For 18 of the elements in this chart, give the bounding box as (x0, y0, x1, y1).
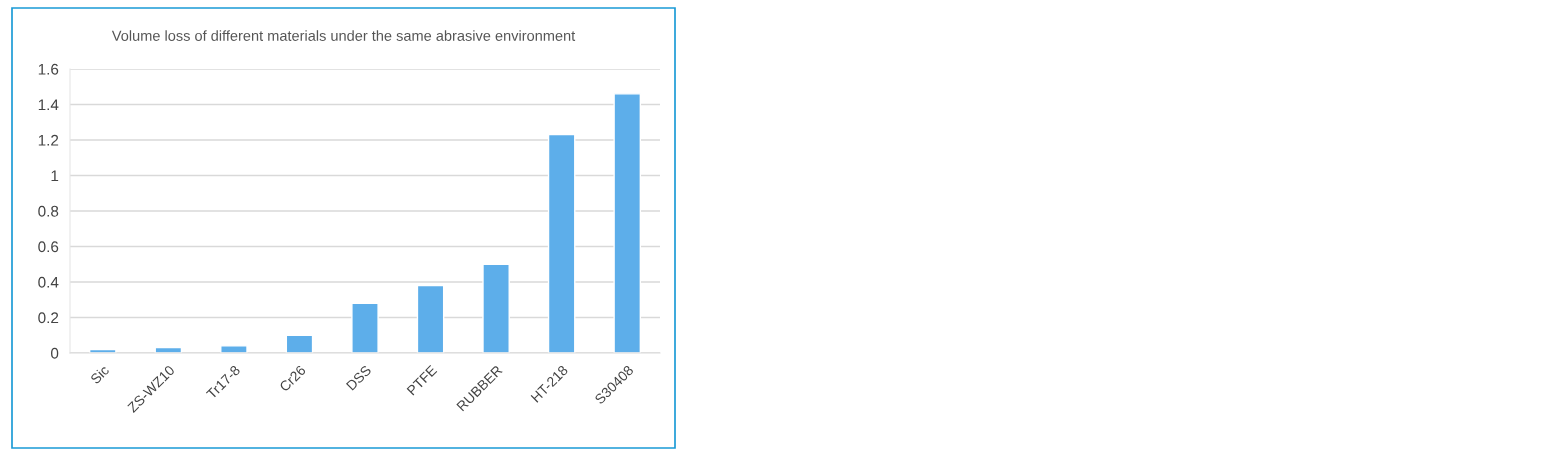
y-tick-label: 0.4 (38, 276, 59, 288)
y-tick-label: 0 (50, 347, 59, 359)
y-tick-label: 0.6 (38, 241, 59, 253)
y-tick-label: 1.6 (38, 63, 59, 75)
y-tick-label: 1.4 (38, 99, 59, 111)
bar (547, 133, 576, 353)
y-tick-label: 0.8 (38, 205, 59, 217)
x-tick-label: Sic (89, 364, 110, 385)
chart-title: Volume loss of different materials under the same abrasive environment (111, 30, 576, 41)
y-tick-label: 0.2 (38, 312, 59, 324)
y-tick-label: 1.2 (38, 134, 59, 146)
bar (285, 334, 314, 353)
bar (613, 93, 642, 353)
bar (351, 302, 379, 353)
bar (220, 345, 248, 353)
bar (416, 284, 445, 353)
y-tick-label: 1 (51, 170, 59, 182)
bar (482, 263, 510, 353)
